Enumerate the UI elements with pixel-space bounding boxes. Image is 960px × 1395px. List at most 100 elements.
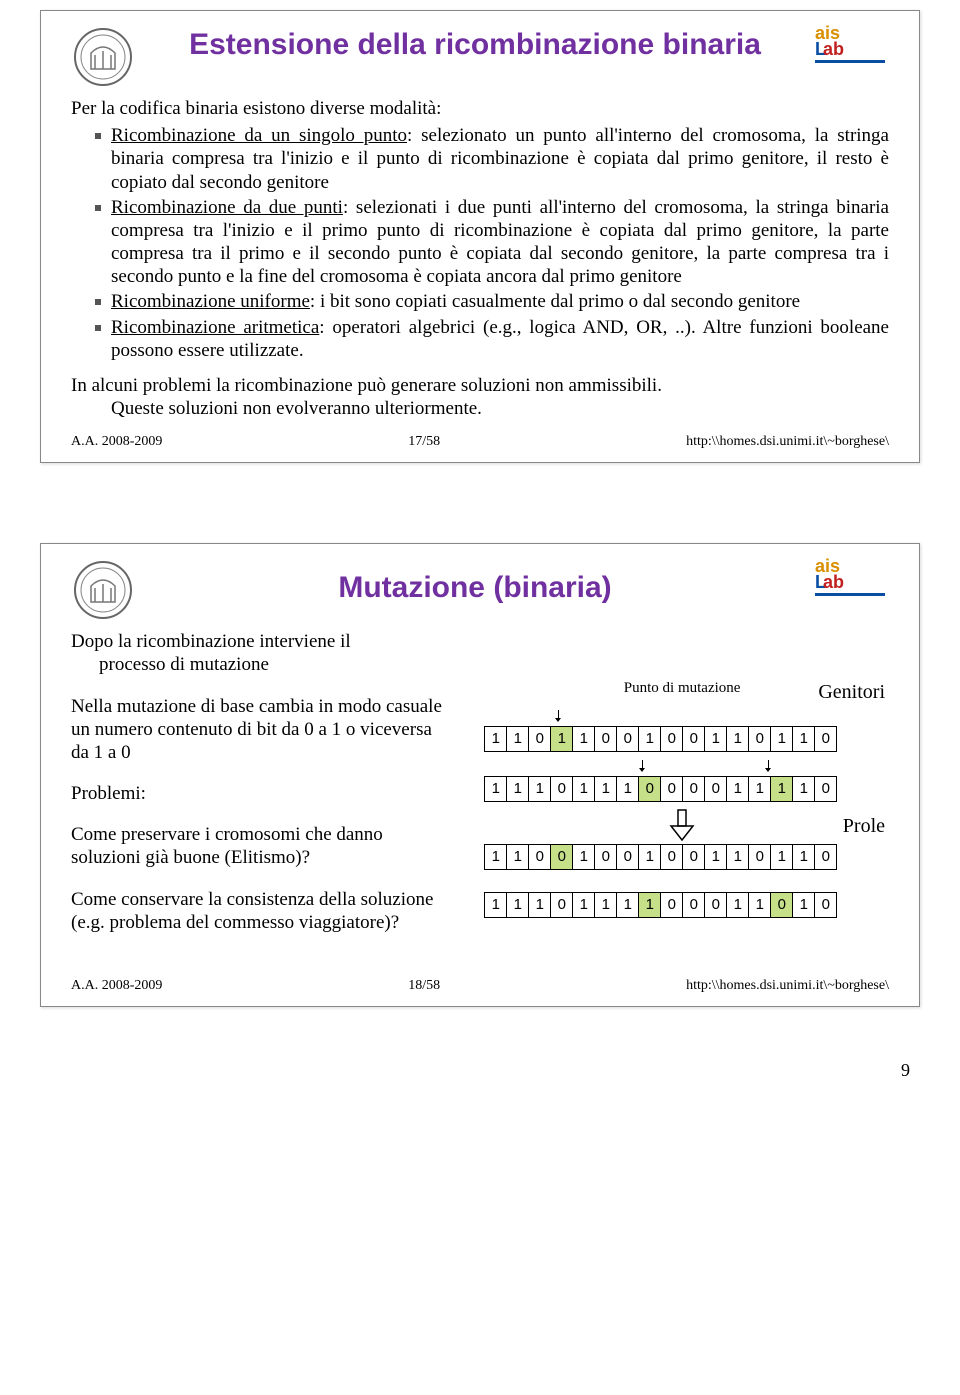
bit-cell: 0 <box>814 844 837 870</box>
bit-cell: 1 <box>748 892 771 918</box>
slide-body: Dopo la ricombinazione interviene il pro… <box>71 630 889 952</box>
closing-para: In alcuni problemi la ricombinazione può… <box>71 374 889 420</box>
bit-row-genitori-1: 1101100100110110 <box>485 726 889 752</box>
bit-row-prole-1: 1100100100110110 <box>485 844 889 870</box>
university-crest-icon <box>71 558 135 622</box>
university-crest-icon <box>71 25 135 89</box>
bit-cell: 1 <box>528 776 551 802</box>
bit-cell: 0 <box>682 726 705 752</box>
bit-cell: 0 <box>550 776 573 802</box>
bit-cell: 1 <box>726 892 749 918</box>
bit-cell: 0 <box>770 892 793 918</box>
bit-cell: 0 <box>682 892 705 918</box>
bullet-item: Ricombinazione uniforme: i bit sono copi… <box>95 290 889 313</box>
bit-cell: 0 <box>660 892 683 918</box>
bit-cell: 1 <box>484 844 507 870</box>
bit-cell: 1 <box>484 726 507 752</box>
bit-cell: 0 <box>660 776 683 802</box>
bit-cell: 1 <box>506 892 529 918</box>
bit-cell: 1 <box>484 892 507 918</box>
footer-url: http:\\homes.dsi.unimi.it\~borghese\ <box>686 978 889 994</box>
bit-cell: 1 <box>550 726 573 752</box>
bit-cell: 0 <box>550 892 573 918</box>
slide-title: Estensione della ricombinazione binaria <box>143 29 807 61</box>
bit-cell: 1 <box>616 892 639 918</box>
bit-cell: 0 <box>814 726 837 752</box>
slide-title: Mutazione (binaria) <box>143 572 807 604</box>
closing-line-2: Queste soluzioni non evolveranno ulterio… <box>111 398 482 419</box>
bit-cell: 1 <box>528 892 551 918</box>
bit-cell: 1 <box>726 844 749 870</box>
bit-cell: 0 <box>814 776 837 802</box>
bit-cell: 1 <box>594 892 617 918</box>
bit-cell: 0 <box>528 844 551 870</box>
bit-cell: 1 <box>506 726 529 752</box>
bit-cell: 0 <box>814 892 837 918</box>
bit-cell: 0 <box>682 776 705 802</box>
bit-cell: 1 <box>506 776 529 802</box>
footer-page: 18/58 <box>408 978 440 994</box>
bit-cell: 0 <box>748 844 771 870</box>
bit-cell: 1 <box>726 726 749 752</box>
left-column: Dopo la ricombinazione interviene il pro… <box>71 630 447 952</box>
bit-cell: 1 <box>792 892 815 918</box>
para-5: Come conservare la consistenza della sol… <box>71 888 447 934</box>
bit-cell: 1 <box>704 844 727 870</box>
bullet-item: Ricombinazione da un singolo punto: sele… <box>95 124 889 194</box>
bit-cell: 0 <box>748 726 771 752</box>
closing-line-1: In alcuni problemi la ricombinazione può… <box>71 375 662 396</box>
bit-cell: 1 <box>572 726 595 752</box>
para-4: Come preservare i cromosomi che danno so… <box>71 823 447 869</box>
slide-body: Per la codifica binaria esistono diverse… <box>71 97 889 420</box>
lab-logo-icon: ais Lab <box>815 25 889 75</box>
bit-cell: 0 <box>704 892 727 918</box>
bit-cell: 0 <box>594 726 617 752</box>
slide-header: Mutazione (binaria) ais Lab <box>71 558 889 622</box>
bit-row-genitori-2: 1110111000011110 <box>485 776 889 802</box>
bit-cell: 0 <box>550 844 573 870</box>
bit-cell: 1 <box>506 844 529 870</box>
bit-cell: 1 <box>792 776 815 802</box>
bit-cell: 1 <box>484 776 507 802</box>
mutation-tick-row <box>485 708 889 720</box>
bit-cell: 1 <box>594 776 617 802</box>
lab-logo-icon: ais Lab <box>815 558 889 608</box>
bit-cell: 0 <box>704 776 727 802</box>
bit-cell: 1 <box>638 844 661 870</box>
page-number: 9 <box>901 1060 910 1081</box>
bullet-list: Ricombinazione da un singolo punto: sele… <box>71 124 889 362</box>
bit-cell: 0 <box>616 844 639 870</box>
para-3: Problemi: <box>71 782 447 805</box>
bit-cell: 1 <box>572 776 595 802</box>
intro-text: Per la codifica binaria esistono diverse… <box>71 97 889 120</box>
bit-cell: 0 <box>594 844 617 870</box>
right-column: Punto di mutazione Genitori 110110010011… <box>475 630 889 952</box>
bit-cell: 1 <box>770 776 793 802</box>
bullet-item: Ricombinazione da due punti: selezionati… <box>95 196 889 289</box>
bit-cell: 1 <box>638 892 661 918</box>
bit-cell: 1 <box>572 892 595 918</box>
bit-cell: 0 <box>660 726 683 752</box>
slide-header: Estensione della ricombinazione binaria … <box>71 25 889 89</box>
bit-cell: 1 <box>726 776 749 802</box>
bit-cell: 1 <box>704 726 727 752</box>
mutation-tick-row <box>485 758 889 770</box>
slide-1: Estensione della ricombinazione binaria … <box>40 10 920 463</box>
footer-url: http:\\homes.dsi.unimi.it\~borghese\ <box>686 434 889 450</box>
bit-cell: 0 <box>528 726 551 752</box>
slide-2: Mutazione (binaria) ais Lab Dopo la rico… <box>40 543 920 1007</box>
bit-cell: 1 <box>616 776 639 802</box>
slide-footer: A.A. 2008-2009 18/58 http:\\homes.dsi.un… <box>71 978 889 994</box>
bullet-item: Ricombinazione aritmetica: operatori alg… <box>95 316 889 362</box>
bit-cell: 1 <box>770 726 793 752</box>
para-2: Nella mutazione di base cambia in modo c… <box>71 695 447 765</box>
bit-row-prole-2: 1110111100011010 <box>485 892 889 918</box>
slide-footer: A.A. 2008-2009 17/58 http:\\homes.dsi.un… <box>71 434 889 450</box>
footer-left: A.A. 2008-2009 <box>71 434 162 450</box>
bit-cell: 0 <box>682 844 705 870</box>
bit-cell: 1 <box>748 776 771 802</box>
bit-cell: 1 <box>572 844 595 870</box>
bit-cell: 0 <box>638 776 661 802</box>
bit-cell: 1 <box>792 844 815 870</box>
bit-cell: 1 <box>770 844 793 870</box>
